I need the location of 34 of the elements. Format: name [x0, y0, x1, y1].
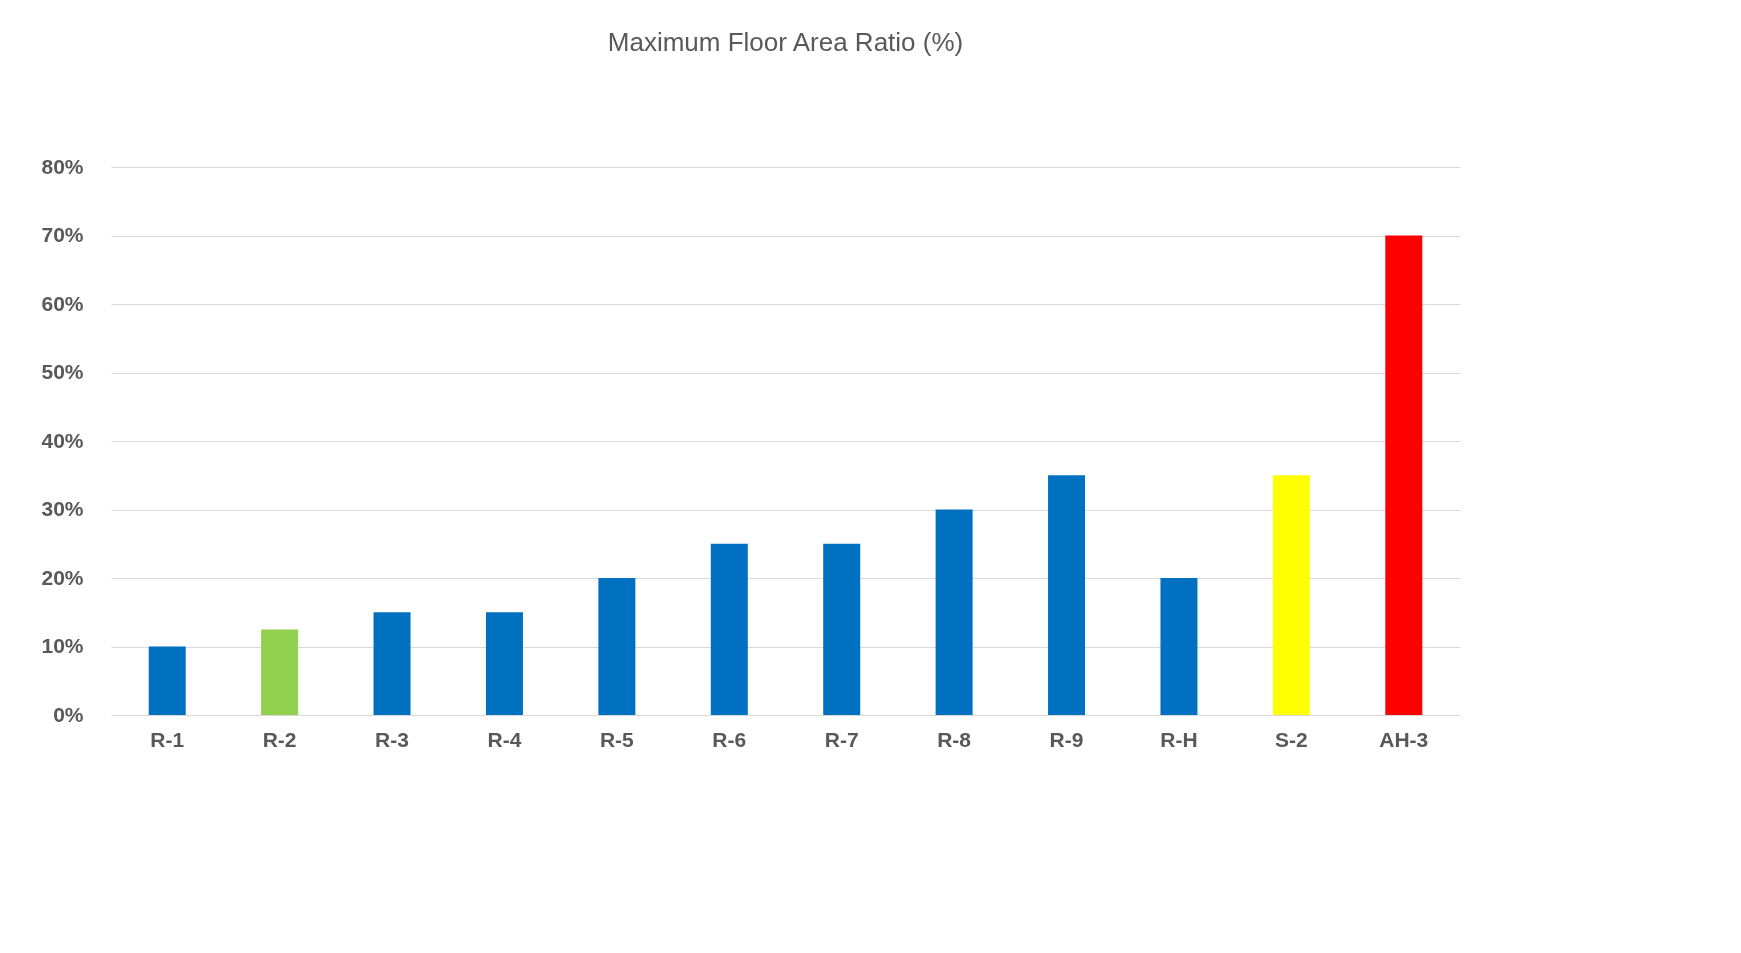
- chart-title: Maximum Floor Area Ratio (%): [607, 27, 964, 57]
- y-tick-label: 50%: [41, 360, 84, 383]
- bar: [485, 612, 523, 715]
- y-tick-label: 80%: [41, 154, 84, 178]
- bar: [148, 646, 186, 715]
- bar: [373, 612, 411, 715]
- x-tick-label: S-2: [1275, 727, 1308, 751]
- bar: [1160, 578, 1198, 715]
- x-tick-label: R-3: [375, 727, 409, 751]
- bar: [1385, 235, 1423, 715]
- bar: [823, 543, 861, 715]
- y-tick-label: 60%: [41, 291, 84, 315]
- y-tick-label: 40%: [41, 428, 84, 452]
- y-tick-label: 70%: [41, 223, 84, 246]
- y-tick-label: 10%: [41, 634, 84, 657]
- bar: [1048, 475, 1086, 715]
- x-tick-label: R-2: [262, 727, 297, 751]
- x-tick-label: AH-3: [1379, 727, 1429, 751]
- x-tick-label: R-9: [1049, 727, 1084, 751]
- x-tick-label: R-1: [150, 727, 185, 751]
- y-tick-label: 0%: [53, 702, 84, 726]
- bar: [710, 543, 748, 715]
- y-tick-label: 30%: [41, 497, 84, 520]
- x-tick-label: R-H: [1160, 727, 1198, 751]
- x-tick-label: R-7: [824, 727, 859, 751]
- bar: [935, 509, 973, 715]
- bar: [261, 629, 299, 715]
- x-tick-label: R-6: [712, 727, 747, 751]
- bar: [1272, 475, 1310, 715]
- y-tick-label: 20%: [41, 565, 84, 589]
- x-tick-label: R-4: [487, 727, 522, 751]
- x-tick-label: R-5: [599, 727, 635, 751]
- x-tick-label: R-8: [937, 727, 972, 751]
- bar: [598, 578, 636, 715]
